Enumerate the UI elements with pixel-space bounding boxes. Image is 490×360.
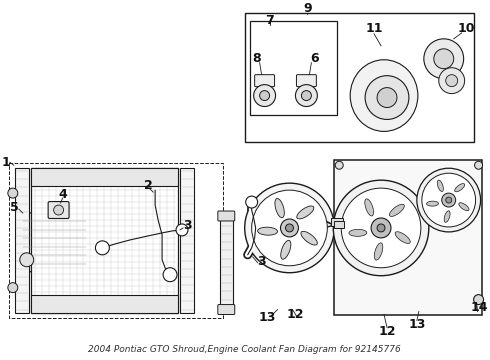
Text: 9: 9 [303, 3, 312, 15]
Bar [245, 13, 474, 142]
Bar [31, 168, 178, 312]
Text: 1: 1 [1, 156, 10, 169]
Ellipse shape [459, 203, 469, 211]
Circle shape [434, 49, 454, 69]
Ellipse shape [365, 199, 373, 216]
Circle shape [335, 161, 343, 169]
Ellipse shape [437, 180, 443, 192]
Text: 8: 8 [252, 52, 261, 65]
Ellipse shape [275, 198, 284, 218]
FancyBboxPatch shape [218, 305, 235, 315]
Text: 14: 14 [471, 301, 489, 314]
Circle shape [439, 68, 465, 94]
Circle shape [365, 76, 409, 120]
Circle shape [245, 196, 258, 208]
Ellipse shape [258, 227, 277, 235]
Ellipse shape [374, 243, 383, 260]
Circle shape [286, 224, 294, 232]
Circle shape [281, 219, 298, 237]
Text: 4: 4 [58, 188, 67, 201]
Circle shape [475, 161, 483, 169]
Circle shape [333, 180, 429, 276]
Bar [180, 168, 194, 312]
Circle shape [446, 197, 452, 203]
Bar [31, 294, 178, 312]
Circle shape [245, 183, 334, 273]
Circle shape [474, 294, 484, 305]
Text: 11: 11 [366, 22, 383, 35]
Bar [334, 160, 482, 315]
Circle shape [254, 85, 275, 107]
Circle shape [96, 241, 109, 255]
Text: 3: 3 [257, 255, 266, 268]
Circle shape [341, 188, 421, 268]
Circle shape [20, 253, 34, 267]
FancyBboxPatch shape [296, 75, 317, 87]
FancyBboxPatch shape [218, 211, 235, 221]
Ellipse shape [301, 231, 318, 245]
FancyBboxPatch shape [255, 75, 274, 87]
Circle shape [422, 173, 476, 227]
Circle shape [260, 91, 270, 100]
Ellipse shape [390, 204, 404, 216]
Circle shape [377, 224, 385, 232]
Bar [331, 218, 343, 226]
Text: 6: 6 [310, 52, 318, 65]
Bar [9, 163, 223, 318]
FancyBboxPatch shape [48, 202, 69, 219]
Ellipse shape [455, 184, 465, 192]
Text: 13: 13 [408, 318, 425, 331]
Text: 12: 12 [287, 308, 304, 321]
Circle shape [301, 91, 311, 100]
FancyBboxPatch shape [17, 213, 93, 272]
Circle shape [442, 193, 456, 207]
Text: 7: 7 [265, 14, 274, 27]
Circle shape [446, 75, 458, 87]
Circle shape [424, 39, 464, 78]
Circle shape [371, 218, 391, 238]
Text: 5: 5 [10, 201, 19, 213]
Ellipse shape [350, 60, 418, 131]
Ellipse shape [297, 206, 314, 219]
Circle shape [8, 283, 18, 293]
Circle shape [163, 268, 177, 282]
Text: 2: 2 [144, 179, 152, 192]
Ellipse shape [427, 201, 439, 206]
Text: 3: 3 [184, 220, 192, 233]
Bar [15, 168, 29, 312]
Circle shape [417, 168, 481, 232]
Text: 2004 Pontiac GTO Shroud,Engine Coolant Fan Diagram for 92145776: 2004 Pontiac GTO Shroud,Engine Coolant F… [88, 345, 401, 354]
Circle shape [176, 224, 188, 236]
Ellipse shape [281, 240, 291, 259]
Bar [31, 168, 178, 186]
Circle shape [8, 188, 18, 198]
Circle shape [377, 87, 397, 108]
Text: 13: 13 [259, 311, 276, 324]
Text: 10: 10 [458, 22, 475, 35]
Circle shape [295, 85, 318, 107]
Circle shape [53, 205, 64, 215]
Circle shape [252, 190, 327, 266]
Text: 12: 12 [378, 325, 396, 338]
Bar [334, 221, 344, 228]
Ellipse shape [395, 232, 410, 243]
Ellipse shape [349, 229, 367, 237]
Bar [220, 218, 233, 307]
Bar [250, 21, 337, 116]
Ellipse shape [444, 211, 450, 222]
